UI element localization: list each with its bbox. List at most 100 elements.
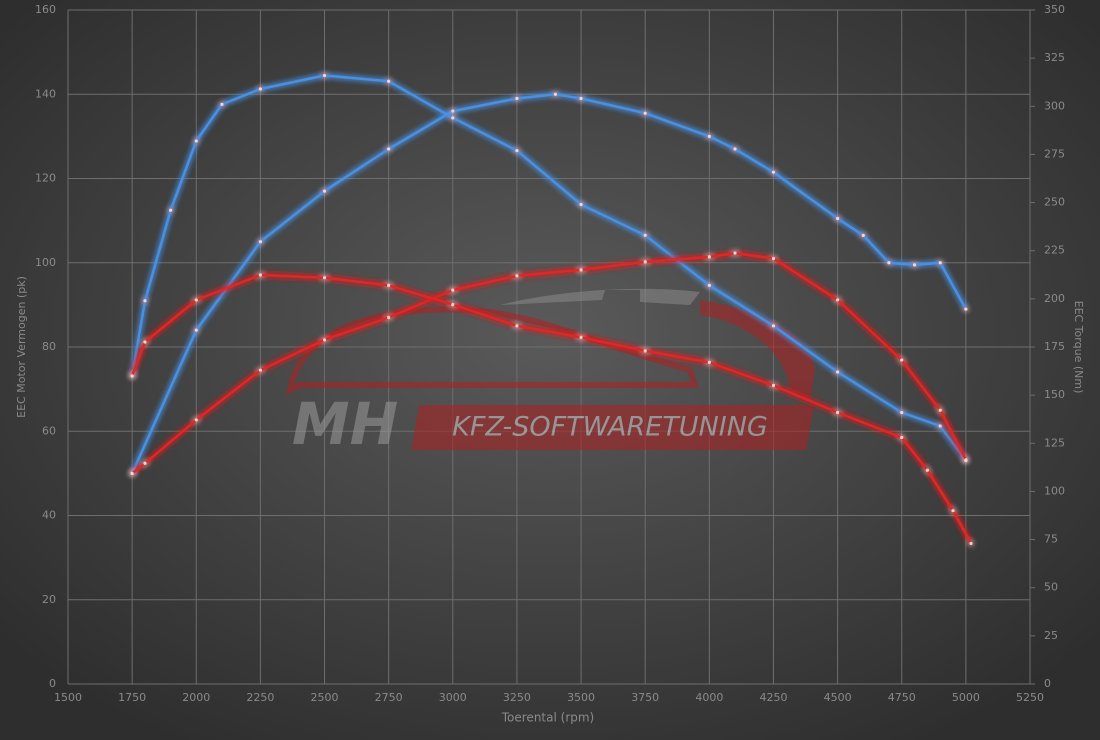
y-axis-title: EEC Motor Vermogen (pk) xyxy=(15,276,28,418)
y2-tick-label: 175 xyxy=(1044,340,1065,353)
x-tick-label: 4000 xyxy=(695,691,723,704)
point xyxy=(969,541,973,546)
y2-tick-label: 0 xyxy=(1044,677,1051,690)
point xyxy=(515,96,519,101)
x-tick-label: 1750 xyxy=(118,691,146,704)
point xyxy=(707,283,711,287)
point xyxy=(964,458,968,462)
y-tick-label: 0 xyxy=(49,677,56,690)
point xyxy=(836,370,840,374)
y2-tick-label: 225 xyxy=(1044,244,1065,257)
point xyxy=(194,328,198,332)
point xyxy=(515,274,519,278)
line xyxy=(130,74,967,462)
point xyxy=(515,148,519,153)
point xyxy=(925,468,929,472)
point xyxy=(387,283,391,287)
point xyxy=(771,256,776,261)
point xyxy=(836,298,840,302)
point xyxy=(258,368,262,372)
point xyxy=(643,233,647,237)
point xyxy=(836,410,840,415)
point xyxy=(258,273,262,277)
watermark: MH KFZ-SOFTWARETUNING xyxy=(286,288,815,458)
series xyxy=(130,73,968,463)
point xyxy=(143,340,147,344)
y-tick-label: 140 xyxy=(35,87,56,100)
x-axis-title: Toerental (rpm) xyxy=(501,711,594,725)
point xyxy=(194,418,198,422)
point xyxy=(964,307,968,311)
point xyxy=(322,73,327,78)
point xyxy=(900,358,904,362)
y2-tick-label: 50 xyxy=(1044,581,1058,594)
y2-tick-label: 325 xyxy=(1044,51,1065,64)
y2-tick-label: 125 xyxy=(1044,436,1065,449)
point xyxy=(938,424,942,428)
y2-tick-label: 100 xyxy=(1044,484,1065,497)
x-tick-label: 3000 xyxy=(439,691,467,704)
y2-tick-label: 200 xyxy=(1044,292,1065,305)
logo-text: KFZ-SOFTWARETUNING xyxy=(452,412,768,443)
point xyxy=(771,383,776,388)
point xyxy=(900,410,904,415)
point xyxy=(194,139,198,143)
point xyxy=(451,109,455,113)
point xyxy=(169,208,173,212)
logo-roof xyxy=(500,288,700,305)
point xyxy=(451,303,455,307)
y-tick-label: 80 xyxy=(42,340,56,353)
point xyxy=(579,268,583,272)
point xyxy=(771,324,776,328)
point xyxy=(130,374,134,378)
x-tick-label: 2250 xyxy=(246,691,274,704)
point xyxy=(220,102,224,106)
x-tick-label: 4750 xyxy=(888,691,916,704)
point xyxy=(733,251,737,255)
point xyxy=(143,461,147,465)
y-tick-label: 20 xyxy=(42,593,56,606)
y2-tick-label: 300 xyxy=(1044,99,1065,112)
point xyxy=(771,170,776,174)
point xyxy=(387,79,391,83)
series xyxy=(130,273,973,546)
y2-axis-title: EEC Torque (Nm) xyxy=(1072,301,1085,394)
y2-tick-label: 25 xyxy=(1044,629,1058,642)
logo-rear xyxy=(700,300,815,400)
x-tick-label: 4500 xyxy=(824,691,852,704)
logo-band xyxy=(411,405,815,450)
y2-tick-label: 250 xyxy=(1044,196,1065,209)
x-tick-label: 3750 xyxy=(631,691,659,704)
series xyxy=(130,251,968,475)
point xyxy=(194,298,198,302)
y2-tick-label: 275 xyxy=(1044,147,1065,160)
point xyxy=(643,349,647,353)
point xyxy=(707,255,711,259)
point xyxy=(643,260,647,264)
point xyxy=(912,263,917,267)
point xyxy=(553,92,558,96)
x-tick-label: 5000 xyxy=(952,691,980,704)
point xyxy=(579,202,583,207)
point xyxy=(707,360,711,365)
point xyxy=(130,471,134,475)
x-tick-label: 2750 xyxy=(375,691,403,704)
x-tick-label: 3250 xyxy=(503,691,531,704)
y-tick-label: 100 xyxy=(35,256,56,269)
x-tick-label: 2000 xyxy=(182,691,210,704)
point xyxy=(451,288,455,292)
point xyxy=(143,299,147,303)
x-tick-label: 1500 xyxy=(54,691,82,704)
point xyxy=(836,216,840,221)
point xyxy=(707,134,711,138)
x-tick-label: 2500 xyxy=(311,691,339,704)
x-tick-label: 3500 xyxy=(567,691,595,704)
point xyxy=(938,261,942,265)
point xyxy=(900,435,904,440)
grid xyxy=(67,9,1035,685)
x-tick-label: 5250 xyxy=(1016,691,1044,704)
x-tick-label: 4250 xyxy=(759,691,787,704)
point xyxy=(951,509,955,513)
